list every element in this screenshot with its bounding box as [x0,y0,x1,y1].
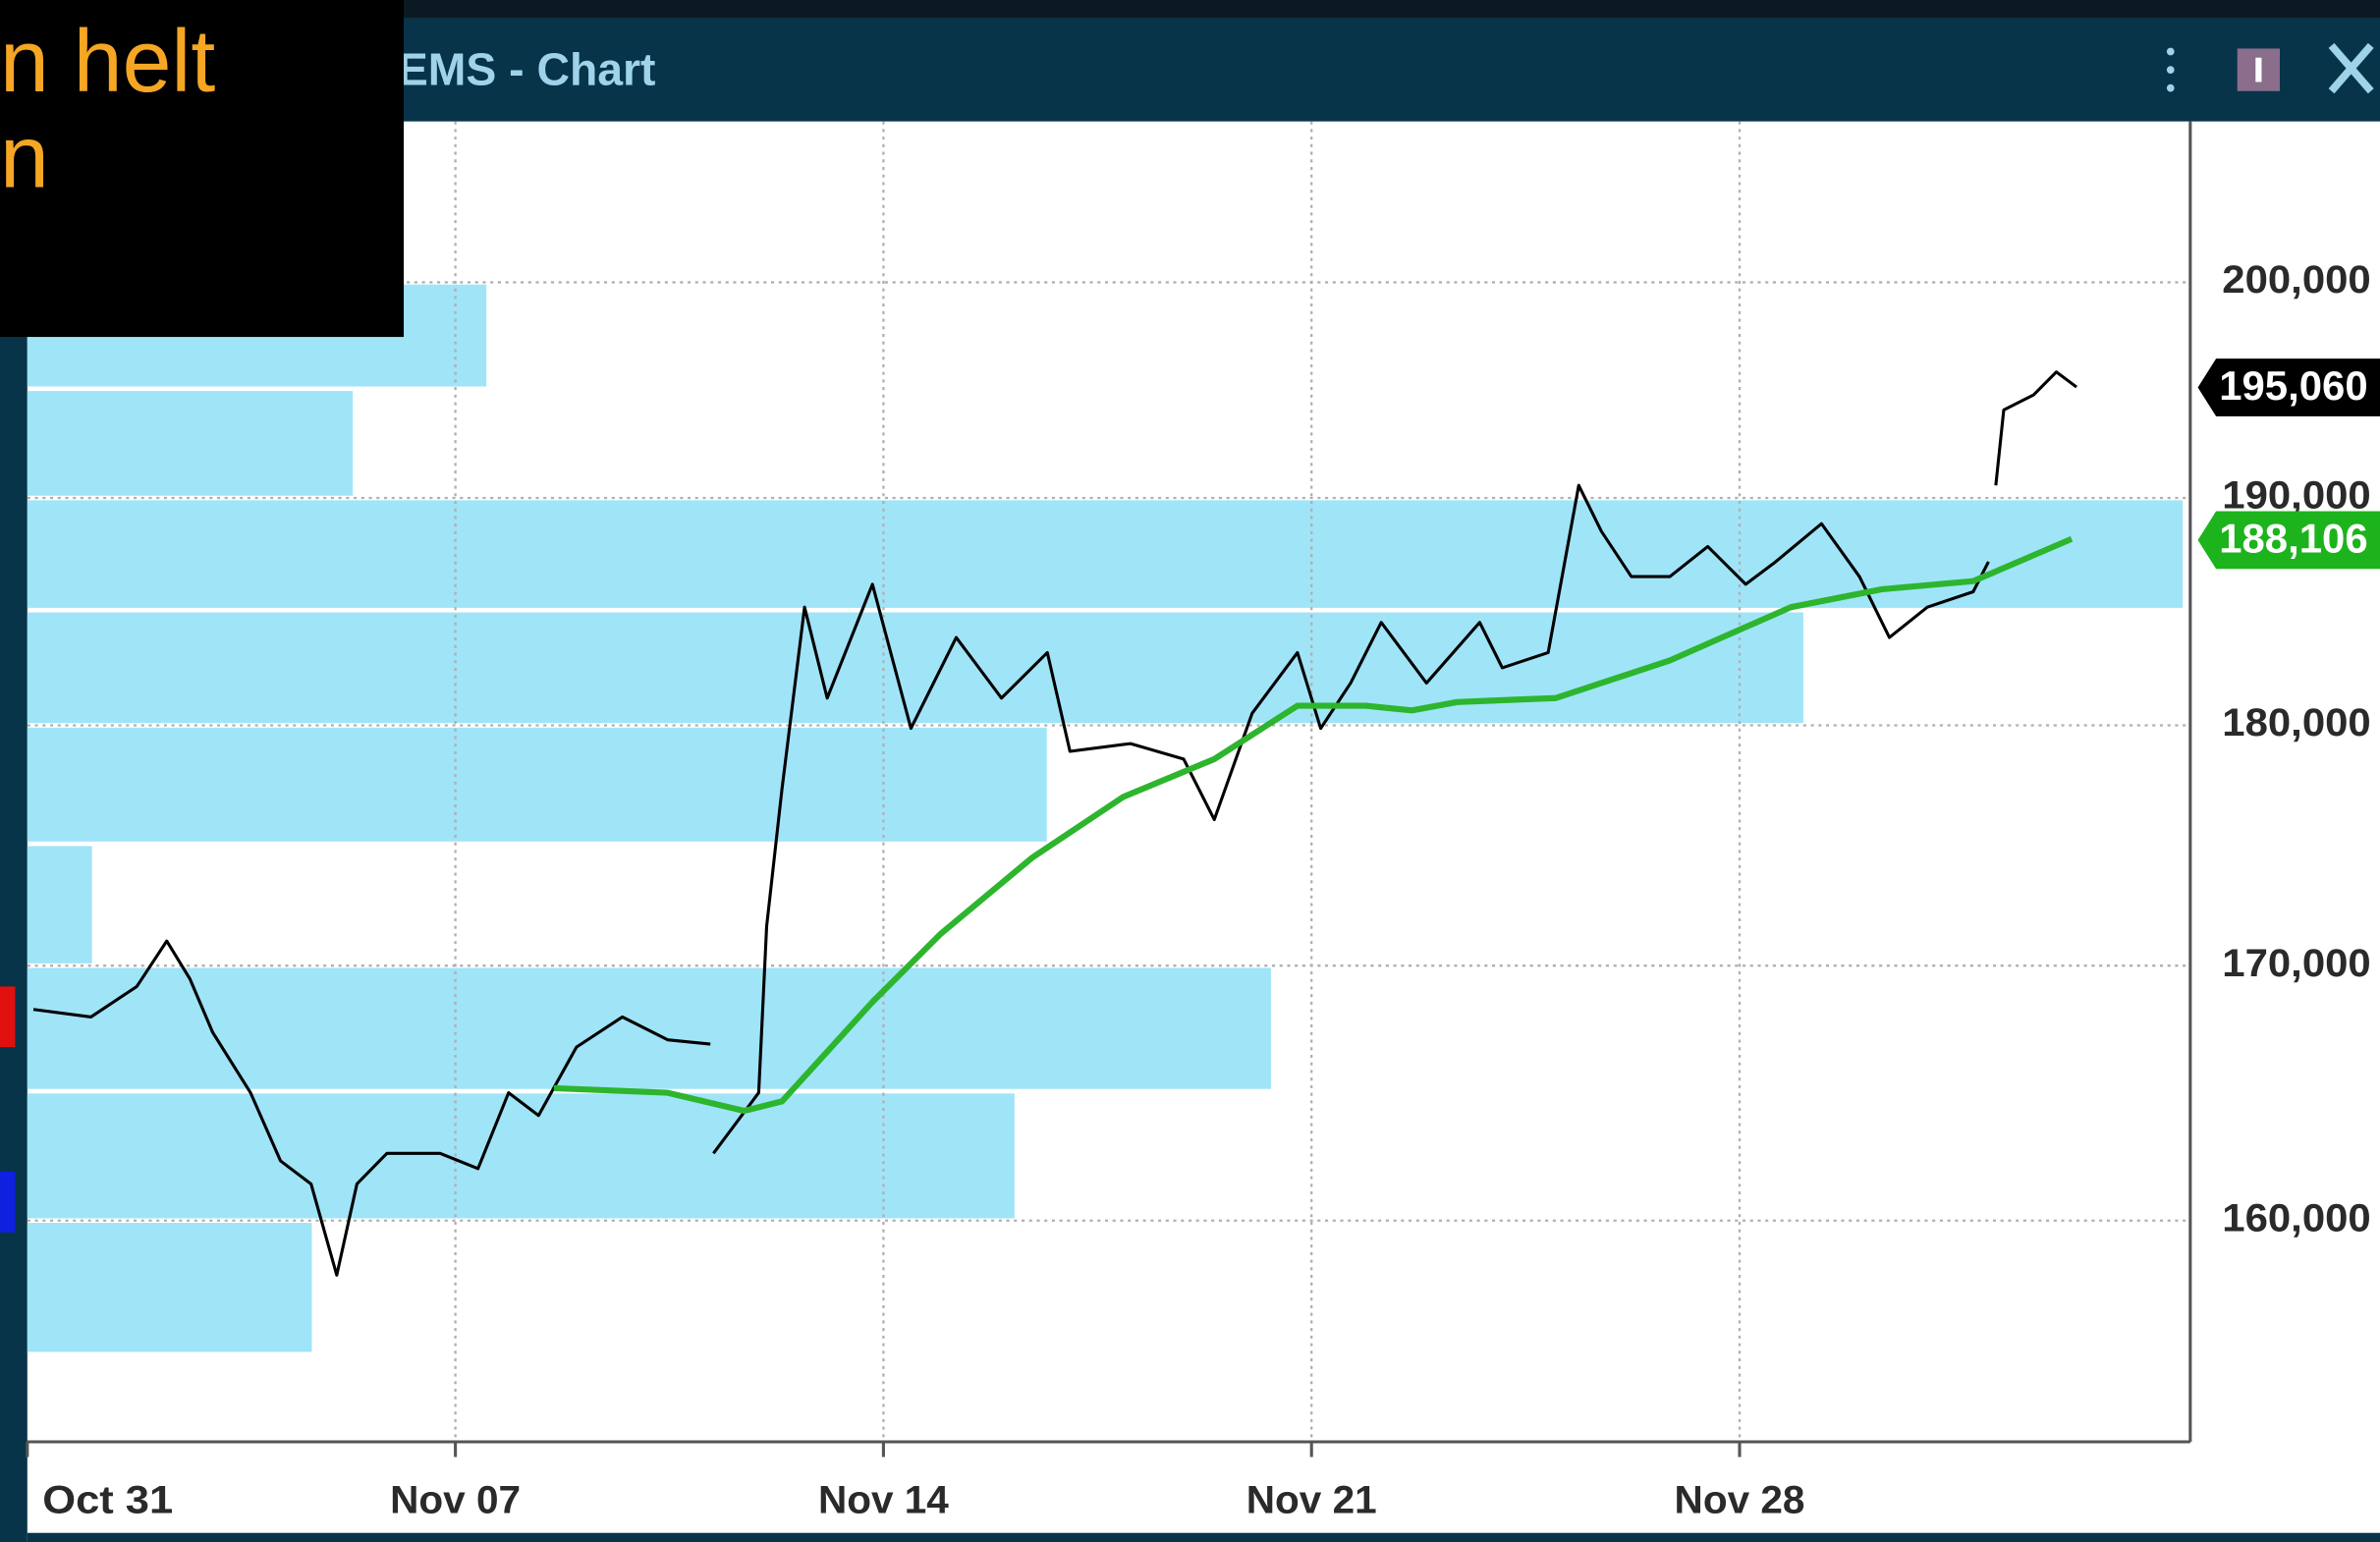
menu-icon[interactable] [2166,47,2175,92]
overlay-text: n [0,108,49,206]
average-line [553,535,2074,1115]
price-tag-label: 195,060 [2219,362,2367,409]
price-tag [2197,511,2380,570]
volume-bar [27,846,92,964]
left-marker-blue [0,1171,16,1233]
y-tick-label: 190,000 [2222,473,2370,518]
plot [27,121,2190,1443]
overlay-box [0,0,405,338]
y-tick-label: 200,000 [2222,257,2370,302]
overlay-text: n helt [0,12,215,110]
x-tick-label: Nov 14 [818,1477,950,1521]
volume-bar [27,612,1803,724]
x-tick-label: Nov 07 [390,1477,521,1521]
y-tick-label: 180,000 [2222,700,2370,744]
bottom-border [27,1532,2380,1542]
volume-bar [27,1093,1015,1219]
x-tick-label: Nov 28 [1675,1477,1805,1521]
volume-bar [27,1223,312,1352]
price-line [1994,370,2077,486]
price-line [32,939,711,1277]
left-marker-red [0,986,16,1048]
price-line [712,483,1990,1155]
top-strip [0,0,2380,19]
close-icon[interactable] [2328,42,2374,94]
y-tick-label: 170,000 [2222,941,2370,985]
x-tick-label: Oct 31 [42,1477,173,1521]
volume-bar [27,967,1271,1089]
volume-bar [27,500,2184,608]
left-border [0,121,28,1542]
window-title: EMS - Chart [398,43,656,94]
y-tick-label: 160,000 [2222,1195,2370,1239]
x-tick-label: Nov 21 [1246,1477,1377,1521]
price-tag [2197,358,2380,416]
price-tag-label: 188,106 [2219,515,2367,561]
detach-icon[interactable] [2237,48,2281,91]
volume-bar [27,727,1047,842]
volume-bar [27,391,354,496]
